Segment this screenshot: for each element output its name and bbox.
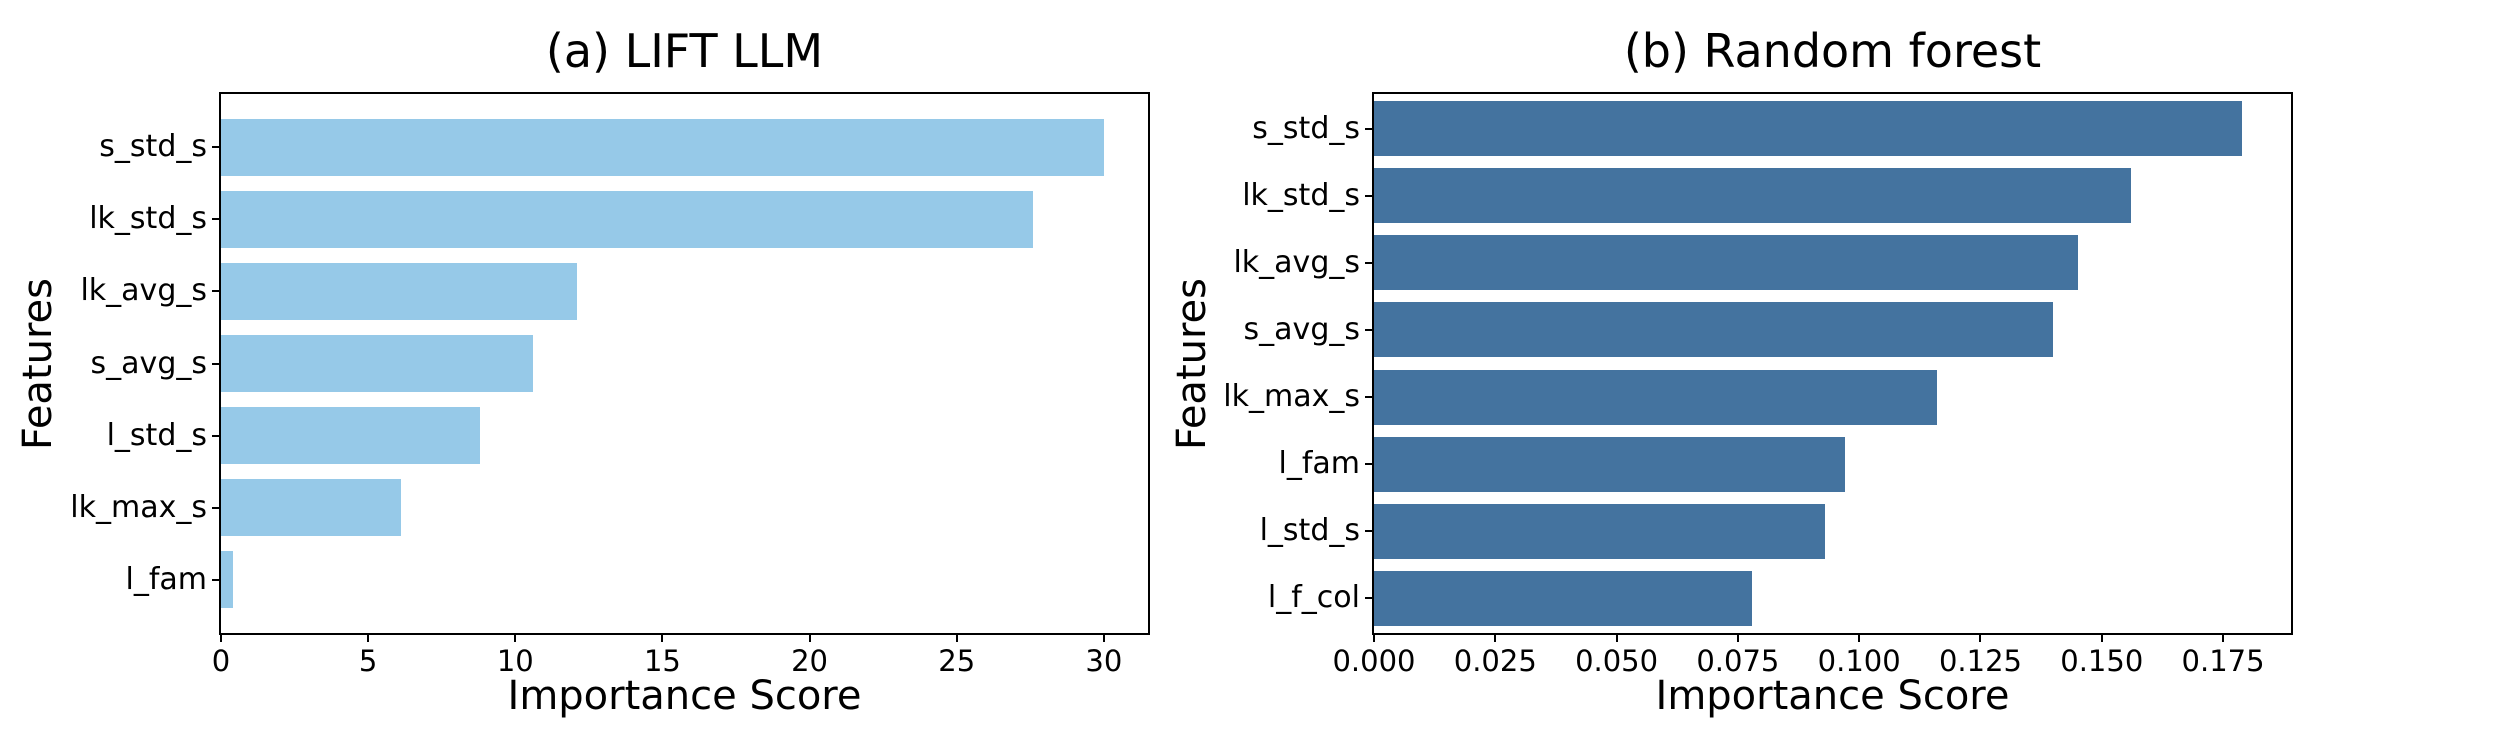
chart-b-y-category-label: l_fam [1278, 446, 1360, 482]
chart-b-y-tick-mark [1365, 127, 1372, 130]
chart-b-y-tick-mark [1365, 530, 1372, 533]
chart-a-x-axis-label: Importance Score [507, 673, 862, 719]
chart-b-bar-s_avg_s [1374, 302, 2054, 358]
chart-a-y-category-label: l_std_s [106, 417, 207, 453]
chart-b-y-tick-mark [1365, 194, 1372, 197]
chart-b-x-tick-label: 0.000 [1332, 644, 1416, 678]
chart-b-bar-s_std_s [1374, 101, 2243, 157]
chart-b-x-tick-label: 0.025 [1453, 644, 1537, 678]
chart-b-y-category-label: l_std_s [1259, 513, 1360, 549]
chart-a-x-tick-label: 30 [1085, 644, 1123, 678]
chart-b-bar-lk_std_s [1374, 168, 2131, 224]
chart-b-y-category-label: s_avg_s [1243, 311, 1360, 347]
chart-a-bar-s_std_s [221, 118, 1104, 176]
chart-a-y-category-label: lk_avg_s [80, 273, 207, 309]
chart-a-x-tick-label: 25 [938, 644, 976, 678]
chart-a-y-category-label: s_std_s [99, 129, 207, 165]
chart-a-x-tick-mark [955, 635, 958, 642]
chart-a-y-tick-mark [212, 578, 219, 581]
chart-b-x-tick-label: 0.050 [1575, 644, 1659, 678]
chart-a-y-tick-mark [212, 434, 219, 437]
chart-a-y-category-label: s_avg_s [90, 345, 207, 381]
chart-b-bar-lk_avg_s [1374, 235, 2078, 291]
chart-b-x-tick-mark [1494, 635, 1497, 642]
chart-b-x-tick-mark [1858, 635, 1861, 642]
chart-b-title: (b) Random forest [1623, 24, 2042, 78]
chart-b-y-tick-mark [1365, 328, 1372, 331]
chart-b-y-tick-mark [1365, 463, 1372, 466]
chart-b-bar-lk_max_s [1374, 369, 1937, 425]
chart-b-y-category-label: s_std_s [1252, 110, 1360, 146]
chart-a-bar-lk_max_s [221, 479, 401, 537]
chart-a-y-tick-mark [212, 362, 219, 365]
chart-a-bar-l_fam [221, 551, 233, 609]
chart-a-x-tick-label: 0 [211, 644, 231, 678]
chart-a-x-tick-mark [220, 635, 222, 642]
chart-a-x-tick-mark [1102, 635, 1105, 642]
chart-a-bar-lk_std_s [221, 190, 1034, 248]
chart-b-x-tick-label: 0.175 [2181, 644, 2265, 678]
chart-a-x-tick-mark [367, 635, 370, 642]
chart-a-bar-lk_avg_s [221, 262, 578, 320]
chart-b-bar-l_fam [1374, 436, 1845, 492]
chart-b-y-tick-mark [1365, 597, 1372, 600]
chart-a-y-tick-mark [212, 506, 219, 509]
chart-a-x-tick-mark [661, 635, 664, 642]
chart-b-x-tick-mark [1373, 635, 1375, 642]
chart-b-x-tick-label: 0.125 [1938, 644, 2022, 678]
chart-b-x-tick-label: 0.150 [2060, 644, 2144, 678]
chart-a-y-category-label: lk_max_s [70, 489, 207, 525]
chart-b-y-axis-label: Features [1169, 277, 1215, 450]
chart-a-title: (a) LIFT LLM [545, 24, 824, 78]
chart-b-x-axis-label: Importance Score [1655, 673, 2010, 719]
chart-a-bar-s_avg_s [221, 335, 533, 392]
chart-b-x-tick-mark [2100, 635, 2103, 642]
chart-b-y-tick-mark [1365, 396, 1372, 399]
chart-b-x-tick-mark [2222, 635, 2225, 642]
chart-a-x-tick-mark [514, 635, 517, 642]
chart-a-x-tick-label: 15 [643, 644, 681, 678]
chart-a-bar-l_std_s [221, 407, 480, 465]
chart-b-bar-l_f_col [1374, 570, 1753, 626]
chart-b-x-tick-mark [1979, 635, 1982, 642]
chart-b-x-tick-label: 0.100 [1817, 644, 1901, 678]
chart-b-x-tick-label: 0.075 [1696, 644, 1780, 678]
chart-a-y-tick-mark [212, 146, 219, 149]
chart-a-x-tick-label: 5 [358, 644, 378, 678]
chart-b-bar-l_std_s [1374, 503, 1826, 559]
chart-a-x-tick-label: 20 [791, 644, 829, 678]
chart-b-y-tick-mark [1365, 261, 1372, 264]
chart-a-y-category-label: lk_std_s [89, 201, 207, 237]
chart-b-y-category-label: lk_std_s [1242, 177, 1360, 213]
chart-a-y-tick-mark [212, 290, 219, 293]
chart-b-y-category-label: lk_avg_s [1233, 244, 1360, 280]
chart-b-y-category-label: lk_max_s [1223, 379, 1360, 415]
chart-b-y-category-label: l_f_col [1267, 580, 1360, 616]
chart-a-y-tick-mark [212, 218, 219, 221]
chart-b-x-tick-mark [1615, 635, 1618, 642]
chart-a-x-tick-label: 10 [496, 644, 534, 678]
chart-b-x-tick-mark [1736, 635, 1739, 642]
chart-a-x-tick-mark [808, 635, 811, 642]
chart-a-y-category-label: l_fam [125, 561, 207, 597]
